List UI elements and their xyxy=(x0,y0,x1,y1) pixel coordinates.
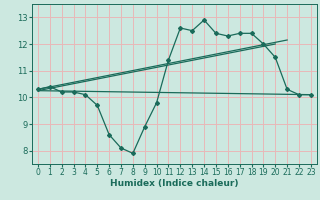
X-axis label: Humidex (Indice chaleur): Humidex (Indice chaleur) xyxy=(110,179,239,188)
